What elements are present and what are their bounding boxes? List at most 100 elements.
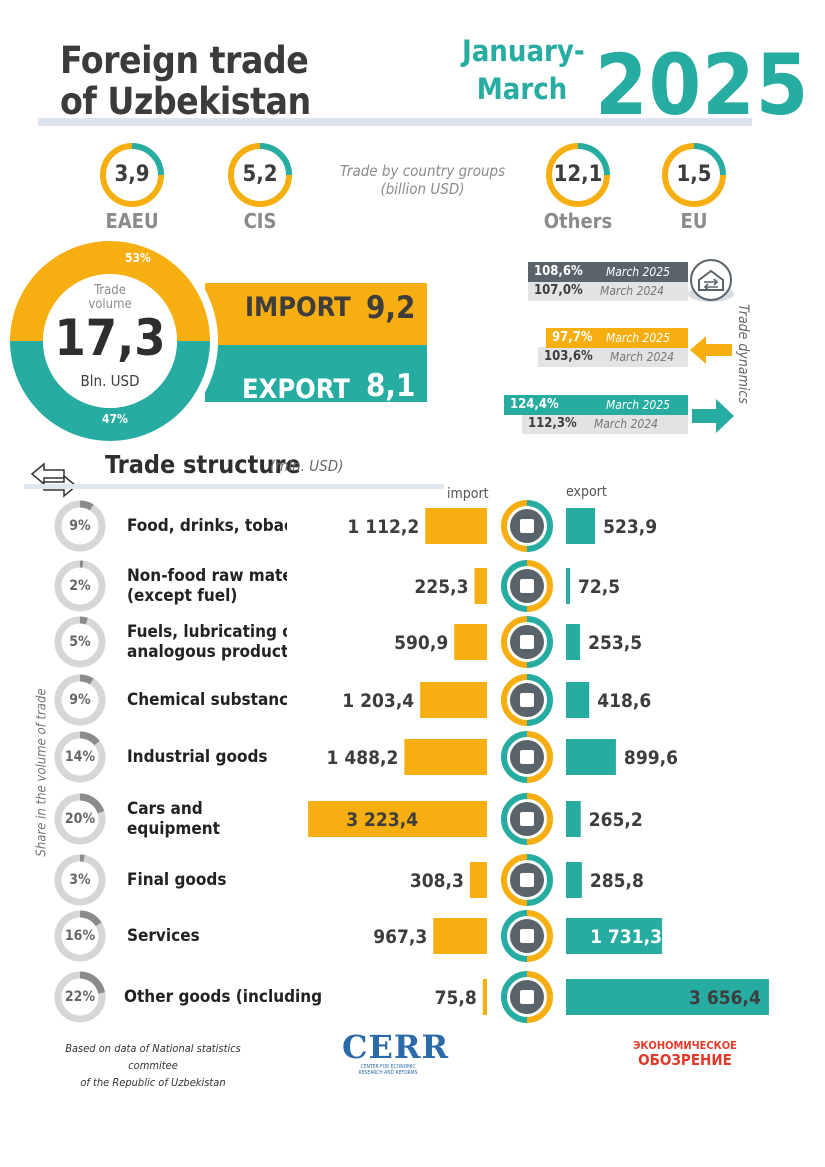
- share-value: 14%: [64, 749, 96, 765]
- import-value-label: 967,3: [373, 926, 428, 948]
- dynamics-current-bar: 108,6% March 2025: [528, 262, 688, 282]
- group-value: 5,2: [242, 162, 278, 187]
- group-eaeu: 3,9 EAEU: [100, 143, 164, 233]
- year: 2025: [595, 36, 810, 134]
- trade-volume-label-2: volume: [88, 297, 132, 312]
- dynamics-current-label: March 2025: [605, 398, 670, 412]
- category-label: Food, drinks, tobacco: [127, 516, 287, 536]
- share-arc: [79, 674, 94, 685]
- trade-volume-label-1: Trade: [94, 283, 126, 298]
- export-value-label: 285,8: [589, 870, 644, 892]
- donut-export-segment: [10, 341, 210, 441]
- import-value-label: 308,3: [409, 870, 464, 892]
- export-bar: [566, 862, 582, 898]
- group-ring-icon: [546, 143, 610, 207]
- category-label-line: Cars and: [127, 799, 203, 819]
- arrow-right-icon: [692, 399, 734, 437]
- group-cis: 5,2 CIS: [228, 143, 292, 233]
- trade-circle-icon: [686, 258, 736, 308]
- share-arc: [79, 731, 100, 746]
- category-label-line: analogous products: [127, 642, 287, 662]
- category-label-line: Industrial goods: [127, 747, 268, 767]
- group-label: EAEU: [105, 209, 159, 233]
- share-value: 2%: [69, 578, 91, 594]
- share-arc: [79, 910, 102, 927]
- category-label-line: Services: [127, 926, 200, 946]
- dynamics-previous-value: 112,3%: [528, 416, 577, 431]
- category-row: [54, 731, 616, 783]
- import-bar: [404, 739, 487, 775]
- share-value: 5%: [69, 634, 91, 650]
- import-value-label: 1 112,2: [347, 516, 420, 538]
- dynamics-previous-label: March 2024: [600, 284, 665, 298]
- cerr-logo-sub-2: RESEARCH AND REFORMS: [358, 1070, 418, 1076]
- group-value: 3,9: [114, 162, 150, 187]
- import-bar: [425, 508, 487, 544]
- export-value-label: 418,6: [597, 690, 652, 712]
- cerr-logo-sub-1: CENTER FOR ECONOMIC: [360, 1064, 416, 1070]
- import-bar: [469, 862, 487, 898]
- share-arc: [79, 971, 106, 994]
- period: January- March: [462, 32, 585, 108]
- box-icon: [501, 560, 553, 612]
- arrow-left-icon: [690, 336, 732, 368]
- export-bar: [566, 979, 769, 1015]
- groups-caption: Trade by country groups (billion USD): [330, 162, 515, 198]
- category-label-line: Food, drinks, tobacco: [127, 516, 287, 536]
- category-row: [54, 854, 582, 906]
- category-row: [54, 674, 590, 726]
- eo-logo-line-2: ОБОЗРЕНИЕ: [638, 1051, 732, 1069]
- share-value: 9%: [69, 518, 91, 534]
- import-bar: [474, 568, 487, 604]
- cerr-logo: CERR CENTER FOR ECONOMIC RESEARCH AND RE…: [342, 1028, 450, 1076]
- category-row: [54, 971, 769, 1023]
- export-bar: [566, 508, 596, 544]
- export-label: EXPORT: [242, 374, 350, 405]
- dynamics-current-bar: 124,4% March 2025: [504, 395, 688, 415]
- export-value-label: 265,2: [588, 809, 643, 831]
- category-label-line: Fuels, lubricating oils,: [127, 622, 287, 642]
- groups-caption-line-1: Trade by country groups: [339, 162, 506, 180]
- export-bar: [566, 918, 663, 954]
- category-row: [54, 910, 663, 962]
- trade-volume-value: 17,3: [54, 309, 166, 367]
- dynamics-current-label: March 2025: [605, 265, 670, 279]
- dynamics-current-bar: 97,7% March 2025: [546, 328, 688, 348]
- cerr-logo-text: CERR: [342, 1028, 450, 1066]
- export-bar: [205, 345, 427, 402]
- export-value-label: 72,5: [578, 576, 621, 598]
- donut-import-segment: [10, 241, 210, 341]
- export-bar: [566, 624, 581, 660]
- dynamics-current-value: 108,6%: [534, 264, 583, 279]
- category-label-line: Chemical substances: [127, 690, 287, 710]
- share-value: 16%: [64, 928, 96, 944]
- structure-divider: [24, 484, 444, 489]
- trade-volume-label: Trade volume: [80, 284, 140, 312]
- category-label: Other goods (including gold): [124, 987, 324, 1007]
- import-value-label: 75,8: [434, 987, 477, 1009]
- export-bar: [566, 568, 571, 604]
- category-label-line: Non-food raw materials: [127, 566, 287, 586]
- export-share: 47%: [102, 412, 128, 426]
- dynamics-previous-value: 103,6%: [544, 349, 593, 364]
- export-bar: [566, 739, 616, 775]
- source-note: Based on data of National statistics com…: [48, 1040, 258, 1091]
- category-label-line: Final goods: [127, 870, 227, 890]
- category-label-line: equipment: [127, 819, 220, 839]
- import-bar: [308, 801, 487, 837]
- category-label: Fuels, lubricating oils,analogous produc…: [127, 622, 287, 662]
- tools-icon: [501, 910, 553, 962]
- export-bar: [566, 682, 590, 718]
- dynamics-current-value: 124,4%: [510, 397, 559, 412]
- import-bar: [433, 918, 487, 954]
- import-value-label: 590,9: [394, 632, 449, 654]
- eo-logo: ЭКОНОМИЧЕСКОЕ ОБОЗРЕНИЕ: [630, 1040, 740, 1069]
- group-label: EU: [680, 209, 708, 233]
- period-line-2: March: [476, 72, 568, 106]
- group-others: 12,1 Others: [544, 143, 612, 233]
- trade-structure-chart: [54, 500, 769, 1023]
- category-label: Industrial goods: [127, 747, 287, 767]
- flask-icon: [501, 674, 553, 726]
- category-label: Cars and equipment: [127, 799, 287, 839]
- import-bar: [420, 682, 487, 718]
